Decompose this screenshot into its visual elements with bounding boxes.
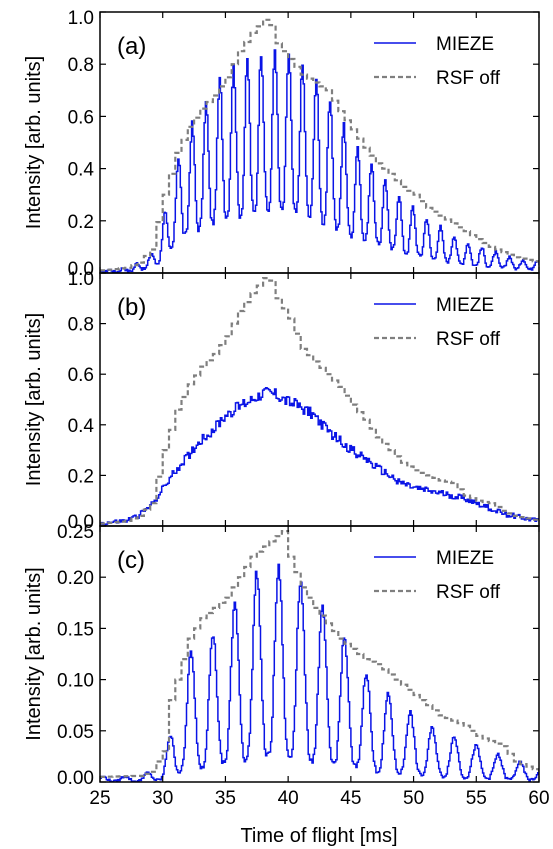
series-rsf-off-line [100, 18, 539, 272]
y-tick-label: 0.4 [68, 160, 95, 181]
legend-label: MIEZE [436, 34, 494, 55]
x-tick-label: 30 [152, 788, 173, 809]
y-tick-label: 0.20 [57, 568, 94, 589]
y-tick-label: 0.05 [57, 722, 94, 743]
y-tick-label: 0.00 [57, 768, 94, 789]
axes-frame [99, 525, 540, 783]
series-mieze-line [100, 49, 539, 273]
x-tick-label: 60 [528, 788, 549, 809]
panel-label: (a) [117, 33, 146, 60]
y-axis-title: Intensity [arb. units] [23, 567, 45, 740]
panel-3: 0.00 0.05 0.10 0.15 0.20 0.25 25 30 35 40 45 50 55 60… [23, 522, 550, 809]
y-tick-label: 0.6 [68, 107, 94, 128]
x-tick-label: 45 [340, 788, 361, 809]
legend: MIEZE RSF off [374, 34, 501, 89]
y-tick-label: 0.25 [57, 522, 94, 543]
panel-1: 0.0 0.2 0.4 0.6 0.8 1.0 Intensity [arb. units]… [23, 8, 540, 280]
y-tick-label: 0.6 [68, 365, 94, 386]
y-tick-label: 0.2 [68, 466, 94, 487]
y-axis-title: Intensity [arb. units] [23, 313, 45, 486]
y-tick-label: 0.0 [68, 259, 94, 280]
legend-label: MIEZE [436, 295, 494, 316]
legend-label: RSF off [436, 582, 501, 603]
plot-area [100, 530, 539, 782]
y-axis-title: Intensity [arb. units] [23, 56, 45, 229]
panel-label: (c) [117, 547, 145, 574]
y-tick-label: 0.4 [68, 416, 95, 437]
legend-label: MIEZE [436, 548, 494, 569]
x-tick-label: 55 [466, 788, 487, 809]
panel-label: (b) [117, 294, 146, 321]
y-tick-label: 1.0 [68, 8, 94, 29]
x-tick-label: 35 [215, 788, 236, 809]
series-mieze-line [100, 563, 539, 782]
panels: 0.0 0.2 0.4 0.6 0.8 1.0 Intensity [arb. units]… [23, 8, 550, 809]
x-tick-label: 40 [278, 788, 299, 809]
legend-label: RSF off [436, 68, 501, 89]
series-mieze-line [100, 387, 539, 526]
y-tick-label: 0.15 [57, 619, 94, 640]
plot-area [100, 18, 539, 273]
y-tick-label: 0.8 [68, 55, 94, 76]
series-rsf-off-line [100, 277, 539, 525]
x-tick-label: 50 [403, 788, 424, 809]
legend: MIEZE RSF off [374, 548, 501, 603]
plot-area [100, 277, 539, 526]
series-rsf-off-line [100, 530, 539, 778]
y-tick-label: 0.8 [68, 315, 94, 336]
y-tick-label: 0.10 [57, 671, 94, 692]
y-tick-label: 0.2 [68, 212, 94, 233]
legend: MIEZE RSF off [374, 295, 501, 350]
x-tick-label: 25 [89, 788, 110, 809]
x-axis-title: Time of flight [ms] [240, 825, 397, 847]
legend-label: RSF off [436, 329, 501, 350]
y-tick-label: 0.0 [68, 512, 94, 533]
y-tick-label: 1.0 [68, 269, 94, 290]
panel-2: 0.0 0.2 0.4 0.6 0.8 1.0 Intensity [arb. units]… [23, 269, 540, 533]
